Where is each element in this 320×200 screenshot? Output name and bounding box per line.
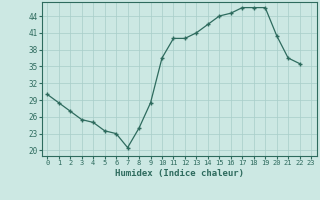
X-axis label: Humidex (Indice chaleur): Humidex (Indice chaleur) (115, 169, 244, 178)
